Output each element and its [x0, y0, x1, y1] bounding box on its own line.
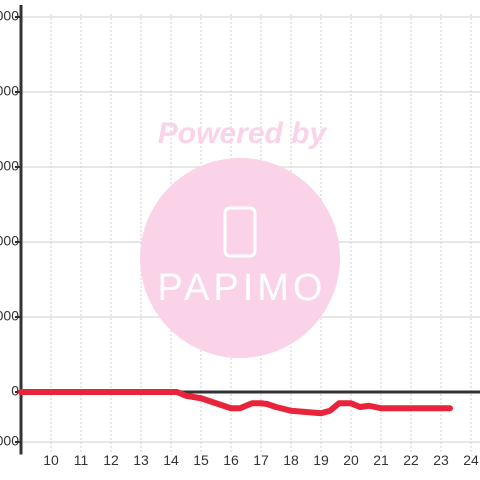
- y-tick-label: -20,000: [0, 433, 19, 449]
- line: [18, 389, 453, 417]
- watermark-icon: [223, 206, 257, 258]
- watermark-logo: PAPIMO: [158, 267, 327, 309]
- watermark-circle: [140, 158, 340, 358]
- x-tick-label: 24: [463, 452, 479, 468]
- x-tick-label: 17: [253, 452, 269, 468]
- x-tick-label: 14: [163, 452, 179, 468]
- x-tick-label: 12: [103, 452, 119, 468]
- y-tick-label: 90,000: [0, 158, 19, 174]
- y-tick-label: 30,000: [0, 308, 19, 324]
- x-tick-label: 22: [403, 452, 419, 468]
- x-tick-label: 16: [223, 452, 239, 468]
- x-tick-label: 13: [133, 452, 149, 468]
- y-tick-label: 120,000: [0, 83, 19, 99]
- y-tick-label: 150,000: [0, 8, 19, 24]
- x-tick-label: 10: [43, 452, 59, 468]
- watermark: Powered by PAPIMO: [140, 117, 340, 358]
- watermark-title: Powered by: [158, 117, 328, 150]
- x-tick-label: 19: [313, 452, 329, 468]
- x-tick-label: 15: [193, 452, 209, 468]
- x-tick-label: 23: [433, 452, 449, 468]
- x-tick-label: 20: [343, 452, 359, 468]
- y-tick-label: 60,000: [0, 233, 19, 249]
- y-tick-label: 0: [11, 383, 19, 399]
- x-tick-label: 11: [74, 452, 89, 468]
- x-tick-label: 18: [283, 452, 299, 468]
- x-tick-label: 21: [373, 452, 389, 468]
